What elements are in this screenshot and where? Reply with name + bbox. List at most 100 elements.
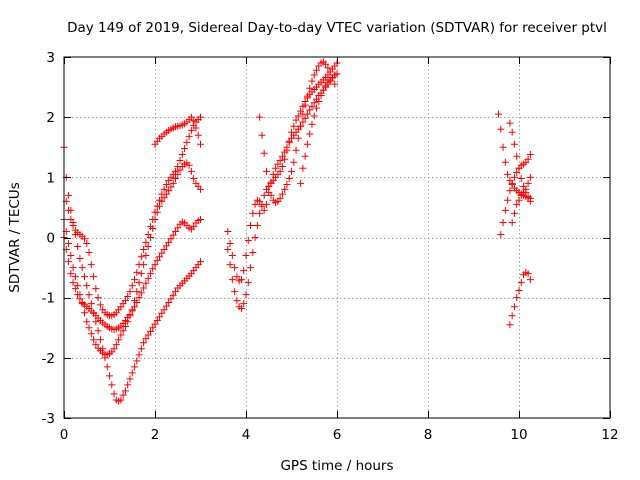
- x-tick-label: 8: [424, 427, 433, 443]
- data-point: [247, 221, 255, 229]
- data-point: [87, 300, 95, 308]
- data-point: [156, 253, 164, 261]
- chart-title: Day 149 of 2019, Sidereal Day-to-day VTE…: [67, 20, 607, 36]
- data-point: [303, 92, 311, 100]
- data-point: [126, 375, 134, 383]
- data-point: [160, 194, 168, 202]
- data-point: [142, 252, 150, 260]
- data-point: [510, 140, 518, 148]
- grid: [64, 57, 610, 418]
- data-point: [313, 104, 321, 112]
- data-point: [176, 166, 184, 174]
- series-track-A: [60, 143, 204, 405]
- data-point: [495, 110, 503, 118]
- data-point: [149, 215, 157, 223]
- data-point: [80, 309, 88, 317]
- data-point: [151, 208, 159, 216]
- data-point: [80, 273, 88, 281]
- data-point: [294, 112, 302, 120]
- data-point: [103, 363, 111, 371]
- data-point: [144, 331, 152, 339]
- data-point: [515, 286, 523, 294]
- data-point: [106, 372, 113, 380]
- data-point: [142, 335, 150, 343]
- data-point: [162, 242, 170, 250]
- data-point: [192, 124, 200, 132]
- data-point: [197, 140, 204, 148]
- data-point: [513, 294, 521, 302]
- x-tick-label: 4: [242, 427, 251, 443]
- data-point: [165, 298, 173, 306]
- data-point: [126, 288, 134, 296]
- data-point: [226, 240, 234, 248]
- data-point: [497, 125, 505, 133]
- data-point: [133, 288, 141, 296]
- data-point: [240, 300, 248, 308]
- data-point: [90, 273, 98, 281]
- x-tick-label: 2: [151, 427, 160, 443]
- data-point: [171, 227, 179, 235]
- data-point: [258, 131, 266, 139]
- data-point: [65, 206, 73, 214]
- data-point: [274, 160, 282, 168]
- data-point: [69, 221, 77, 229]
- data-point: [167, 235, 175, 243]
- data-point: [315, 98, 323, 106]
- data-point: [140, 339, 148, 347]
- data-point: [301, 101, 309, 109]
- data-point: [281, 148, 289, 156]
- data-point: [124, 381, 132, 389]
- data-point: [231, 288, 239, 296]
- data-point: [276, 156, 284, 164]
- data-point: [80, 235, 88, 243]
- data-point: [501, 158, 509, 166]
- data-point: [267, 191, 275, 199]
- y-tick-label: 1: [46, 170, 55, 186]
- data-point: [158, 190, 166, 198]
- data-point: [131, 363, 139, 371]
- data-point: [153, 317, 161, 325]
- x-axis-label: GPS time / hours: [280, 458, 393, 474]
- data-point: [313, 66, 321, 74]
- data-point: [501, 206, 509, 214]
- data-point: [128, 369, 136, 377]
- data-point: [508, 218, 516, 226]
- data-point: [167, 295, 175, 303]
- data-point: [96, 301, 104, 309]
- data-point: [167, 183, 175, 191]
- data-point: [158, 249, 166, 257]
- data-point: [137, 289, 145, 297]
- data-point: [119, 391, 127, 399]
- data-point: [165, 238, 173, 246]
- data-point: [269, 170, 277, 178]
- data-point: [224, 227, 232, 235]
- data-point: [194, 131, 202, 139]
- data-point: [299, 110, 307, 118]
- data-point: [117, 396, 125, 404]
- data-point: [260, 206, 268, 214]
- data-point: [126, 311, 134, 319]
- data-point: [249, 249, 257, 257]
- data-point: [290, 158, 298, 166]
- data-point: [133, 357, 141, 365]
- data-point: [85, 249, 93, 257]
- data-point: [169, 231, 177, 239]
- data-point: [156, 196, 164, 204]
- data-point: [165, 187, 173, 195]
- data-point: [306, 84, 314, 92]
- data-point: [153, 256, 161, 264]
- data-point: [185, 132, 193, 140]
- data-point: [513, 169, 521, 177]
- data-point: [308, 77, 316, 85]
- data-point: [322, 60, 330, 68]
- data-point: [262, 167, 270, 175]
- data-point: [278, 163, 286, 171]
- data-point: [92, 318, 100, 326]
- data-point: [137, 253, 145, 261]
- data-point: [181, 144, 189, 152]
- data-point: [285, 175, 293, 183]
- data-point: [197, 215, 204, 223]
- data-point: [133, 298, 141, 306]
